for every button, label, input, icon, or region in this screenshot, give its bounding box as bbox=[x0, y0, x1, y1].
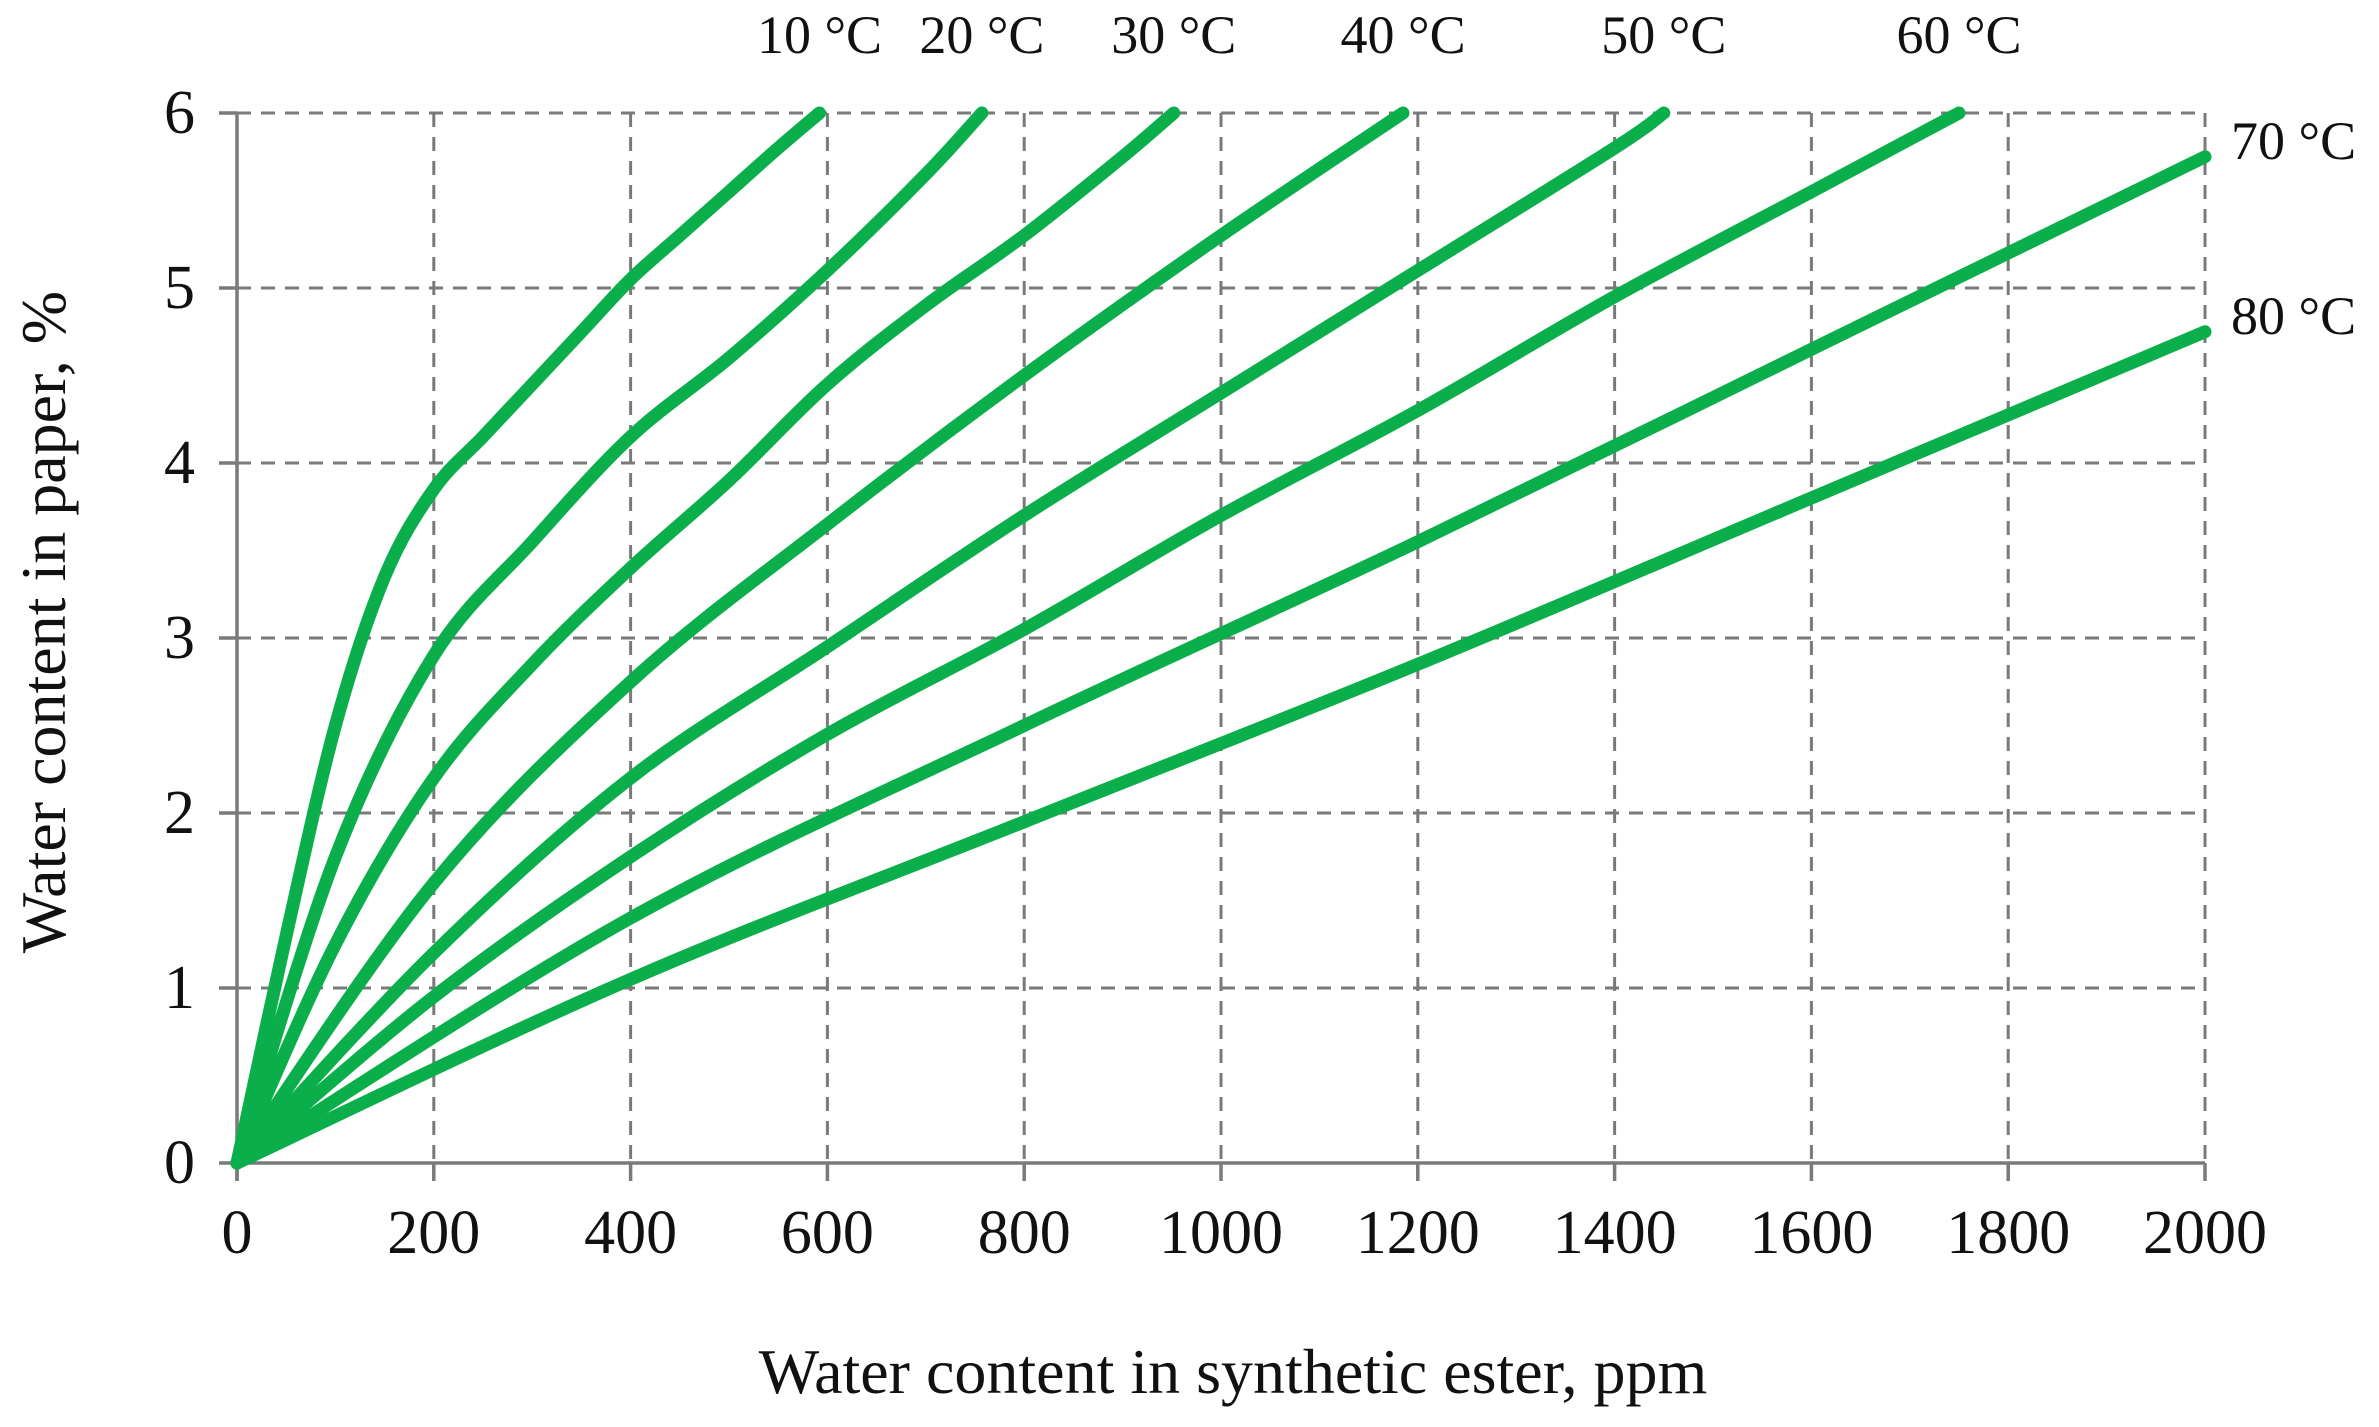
series-label: 10 °C bbox=[757, 5, 882, 65]
axis-layer: 0 200 400 600 800 1000 1200 1400 1600 1800 2000 0 1 2… bbox=[164, 79, 2267, 1267]
series-label: 80 °C bbox=[2231, 286, 2356, 346]
x-tick-label: 400 bbox=[584, 1199, 677, 1267]
series-line bbox=[230, 106, 1966, 1170]
series-label: 60 °C bbox=[1896, 5, 2021, 65]
x-tick-label: 1800 bbox=[1946, 1199, 2070, 1267]
series-label: 20 °C bbox=[919, 5, 1044, 65]
y-axis-title: Water content in paper, % bbox=[8, 291, 79, 953]
y-tick-label: 1 bbox=[164, 954, 195, 1022]
y-tick-label: 6 bbox=[164, 79, 195, 147]
x-tick-label: 600 bbox=[781, 1199, 874, 1267]
series-line bbox=[230, 106, 989, 1170]
x-tick-label: 1400 bbox=[1553, 1199, 1677, 1267]
y-tick-label: 5 bbox=[164, 254, 195, 322]
x-tick-label: 200 bbox=[387, 1199, 480, 1267]
series-label: 40 °C bbox=[1340, 5, 1465, 65]
x-tick-label: 0 bbox=[222, 1199, 253, 1267]
series-line bbox=[230, 106, 1181, 1170]
series-label: 70 °C bbox=[2231, 111, 2356, 171]
y-tick-label: 4 bbox=[164, 429, 195, 497]
curve-layer bbox=[230, 106, 2212, 1170]
x-tick-label: 1000 bbox=[1159, 1199, 1283, 1267]
x-tick-label: 800 bbox=[978, 1199, 1071, 1267]
y-tick-label: 3 bbox=[164, 604, 195, 672]
x-axis-title: Water content in synthetic ester, ppm bbox=[759, 1336, 1707, 1407]
series-label: 30 °C bbox=[1111, 5, 1236, 65]
x-tick-label: 2000 bbox=[2143, 1199, 2267, 1267]
x-tick-label: 1600 bbox=[1749, 1199, 1873, 1267]
series-label: 50 °C bbox=[1601, 5, 1726, 65]
series-line bbox=[230, 106, 826, 1170]
x-tick-label: 1200 bbox=[1356, 1199, 1480, 1267]
series-line bbox=[230, 106, 1671, 1170]
series-line bbox=[230, 106, 1410, 1170]
series-line bbox=[230, 150, 2212, 1170]
series-line bbox=[230, 325, 2212, 1170]
grid-layer bbox=[237, 111, 2207, 1163]
y-tick-label: 0 bbox=[164, 1129, 195, 1197]
label-layer: 10 °C 20 °C 30 °C 40 °C 50 °C 60 °C 70 °C 80 °C bbox=[757, 5, 2356, 346]
y-tick-label: 2 bbox=[164, 779, 195, 847]
